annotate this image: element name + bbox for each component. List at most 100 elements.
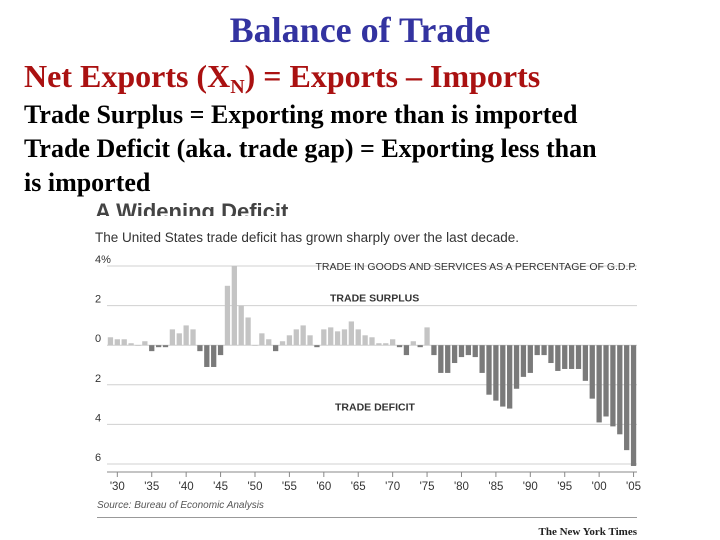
bar-2004 — [624, 345, 630, 451]
bar-1944 — [211, 345, 217, 367]
chart-svg: 4% 2 0 2 4 6 '30 '35 '40 '45 '50 '55 '60 '65 '70 '75 '80… — [95, 254, 641, 493]
bar-1989 — [520, 345, 527, 377]
chart-subtitle: The United States trade deficit has grow… — [95, 230, 519, 245]
bar-1930 — [114, 339, 120, 346]
bar-1988 — [513, 345, 520, 389]
bar-1994 — [555, 345, 561, 371]
bar-1999 — [589, 345, 595, 399]
heading-subscript: N — [230, 76, 245, 98]
bar-1959 — [314, 345, 320, 348]
bar-1975 — [424, 327, 430, 346]
bar-2003 — [617, 345, 623, 435]
bar-1929 — [107, 337, 114, 346]
bar-1951 — [259, 333, 265, 346]
bar-1969 — [383, 343, 389, 346]
bar-2001 — [603, 345, 609, 417]
bar-1957 — [300, 325, 306, 346]
bar-1983 — [479, 345, 485, 373]
x-tick-label: '55 — [282, 481, 297, 493]
x-tick-label: '95 — [557, 481, 572, 493]
bar-1987 — [507, 345, 513, 409]
x-tick-label: '90 — [523, 481, 538, 493]
x-tick-label: '40 — [179, 481, 194, 493]
bar-1997 — [575, 345, 582, 369]
bar-1964 — [348, 321, 354, 346]
bar-1980 — [458, 345, 465, 358]
bar-1993 — [548, 345, 554, 364]
y-tick-label: 6 — [95, 452, 101, 464]
x-tick-label: '30 — [110, 481, 125, 493]
bar-1968 — [376, 343, 382, 346]
heading-rest: ) = Exports – Imports — [244, 58, 541, 94]
bar-1978 — [445, 345, 451, 373]
bar-1974 — [417, 345, 423, 348]
bar-1942 — [197, 345, 203, 352]
x-tick-label: '75 — [420, 481, 435, 493]
x-tick-label: '70 — [385, 481, 400, 493]
bar-1952 — [266, 339, 272, 346]
bar-1946 — [224, 285, 231, 346]
bar-1932 — [128, 343, 134, 346]
bar-1972 — [403, 345, 410, 356]
chart-credit: The New York Times — [538, 526, 638, 538]
bar-1966 — [362, 335, 368, 346]
bar-1936 — [155, 345, 162, 348]
bar-1935 — [149, 345, 155, 352]
chart-source: Source: Bureau of Economic Analysis — [97, 500, 264, 511]
bar-1950 — [252, 345, 258, 346]
x-tick-label: '80 — [454, 481, 469, 493]
y-tick-label: 0 — [95, 333, 101, 345]
y-tick-label: 2 — [95, 294, 101, 306]
bar-1971 — [396, 345, 403, 348]
slide-title: Balance of Trade — [229, 10, 491, 50]
x-tick-label: '45 — [213, 481, 228, 493]
deficit-label: TRADE DEFICIT — [335, 402, 416, 414]
bar-1949 — [245, 317, 251, 346]
deficit-definition-cont: is imported — [24, 168, 151, 197]
bar-1982 — [472, 345, 478, 358]
y-tick-label: 2 — [95, 373, 101, 385]
x-tick-label: '50 — [247, 481, 262, 493]
bar-1931 — [121, 339, 127, 346]
bar-1965 — [355, 329, 361, 346]
bar-1940 — [183, 325, 189, 346]
bar-1939 — [176, 333, 182, 346]
bar-1961 — [328, 327, 334, 346]
bar-2000 — [596, 345, 602, 423]
chart-title: A Widening Deficit — [95, 199, 289, 216]
surplus-label: TRADE SURPLUS — [330, 293, 419, 305]
bar-1943 — [204, 345, 210, 367]
bar-1986 — [500, 345, 506, 407]
bar-1973 — [410, 341, 416, 346]
bar-1947 — [231, 266, 237, 346]
bar-1958 — [307, 335, 313, 346]
bar-1991 — [534, 345, 540, 356]
bar-1981 — [465, 345, 472, 356]
x-tick-label: '05 — [626, 481, 641, 493]
bar-1956 — [293, 329, 299, 346]
surplus-definition: Trade Surplus = Exporting more than is i… — [24, 100, 578, 129]
bar-1945 — [217, 345, 224, 356]
bar-1941 — [190, 329, 196, 346]
deficit-definition: Trade Deficit (aka. trade gap) = Exporti… — [24, 134, 597, 163]
bar-1984 — [486, 345, 492, 395]
bar-1960 — [321, 329, 327, 346]
bar-1937 — [162, 345, 169, 348]
bar-1979 — [451, 345, 458, 364]
y-tick-label: 4% — [95, 254, 111, 266]
bar-1995 — [562, 345, 568, 369]
x-tick-label: '65 — [351, 481, 366, 493]
heading-main: Net Exports (X — [24, 58, 231, 94]
bar-1938 — [169, 329, 176, 346]
bar-1996 — [568, 345, 575, 369]
bar-1976 — [431, 345, 437, 356]
chart-ylabel: TRADE IN GOODS AND SERVICES AS A PERCENT… — [315, 261, 637, 273]
bar-1990 — [527, 345, 533, 373]
bar-1948 — [238, 305, 244, 346]
bar-1962 — [334, 331, 341, 346]
bar-1954 — [279, 341, 286, 346]
bar-1933 — [135, 345, 141, 346]
y-tick-label: 4 — [95, 412, 101, 424]
bar-1955 — [286, 335, 293, 346]
net-exports-heading: Net Exports (XN) = Exports – Imports — [24, 56, 541, 98]
